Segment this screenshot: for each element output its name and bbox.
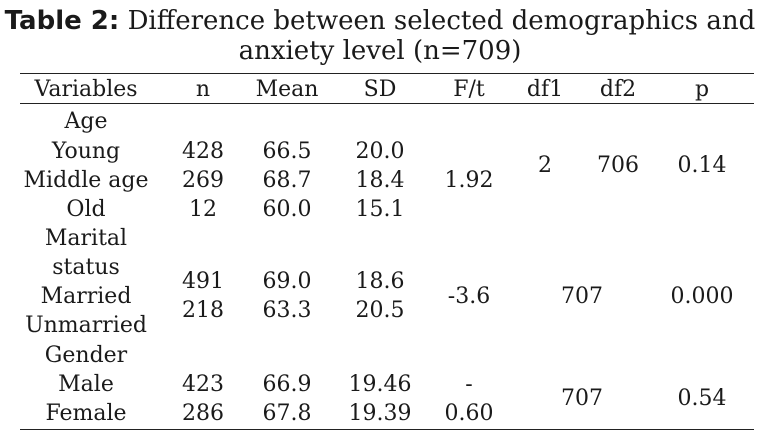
row-label: Unmarried — [25, 313, 147, 338]
header-f-t: F/t — [453, 77, 485, 102]
row-label: Old — [66, 197, 106, 222]
header-mean: Mean — [255, 77, 319, 102]
row-label: Young — [51, 139, 121, 164]
marital-df-value: 707 — [561, 284, 603, 309]
header-n: n — [195, 77, 211, 102]
gender-p-value: 0.54 — [677, 386, 727, 411]
marital-t-value: -3.6 — [447, 284, 491, 309]
row-label: Male — [58, 372, 114, 397]
group-label-marital-line2: status — [52, 255, 120, 280]
cell-mean: 69.0 — [262, 269, 312, 294]
cell-n: 286 — [182, 401, 224, 426]
cell-mean: 68.7 — [262, 168, 312, 193]
age-df1-value: 2 — [538, 153, 552, 178]
row-label: Female — [45, 401, 127, 426]
group-label-marital: Marital — [44, 226, 128, 251]
cell-mean: 67.8 — [262, 401, 312, 426]
cell-sd: 18.6 — [355, 269, 405, 294]
caption-text-line2: anxiety level (n=709) — [238, 36, 522, 66]
cell-sd: 20.5 — [355, 298, 405, 323]
age-f-value: 1.92 — [444, 168, 494, 193]
table-caption: Table 2: Difference between selected dem… — [0, 6, 760, 66]
gender-t-value: 0.60 — [444, 401, 494, 426]
header-bottom-rule — [20, 103, 754, 104]
caption-label: Table 2: — [4, 6, 120, 36]
cell-n: 423 — [182, 372, 224, 397]
cell-n: 269 — [182, 168, 224, 193]
cell-mean: 63.3 — [262, 298, 312, 323]
caption-text-line1: Difference between selected demographics… — [127, 6, 756, 36]
cell-mean: 60.0 — [262, 197, 312, 222]
cell-n: 12 — [189, 197, 217, 222]
marital-p-value: 0.000 — [670, 284, 734, 309]
header-df1: df1 — [526, 77, 564, 102]
cell-sd: 15.1 — [355, 197, 405, 222]
header-df2: df2 — [599, 77, 637, 102]
table-bottom-rule — [20, 429, 754, 430]
header-p: p — [694, 77, 710, 102]
age-df2-value: 706 — [597, 153, 639, 178]
cell-sd: 20.0 — [355, 139, 405, 164]
row-label: Middle age — [23, 168, 149, 193]
group-label-gender: Gender — [44, 343, 128, 368]
gender-t-dash: - — [465, 372, 473, 397]
table-top-rule — [20, 73, 754, 74]
header-sd: SD — [363, 77, 397, 102]
group-label-age: Age — [64, 109, 108, 134]
row-label: Married — [40, 284, 132, 309]
cell-sd: 19.46 — [348, 372, 412, 397]
cell-sd: 19.39 — [348, 401, 412, 426]
header-variables: Variables — [34, 77, 138, 102]
age-p-value: 0.14 — [677, 153, 727, 178]
cell-mean: 66.5 — [262, 139, 312, 164]
cell-n: 218 — [182, 298, 224, 323]
gender-df-value: 707 — [561, 386, 603, 411]
cell-mean: 66.9 — [262, 372, 312, 397]
cell-n: 428 — [182, 139, 224, 164]
cell-n: 491 — [182, 269, 224, 294]
cell-sd: 18.4 — [355, 168, 405, 193]
